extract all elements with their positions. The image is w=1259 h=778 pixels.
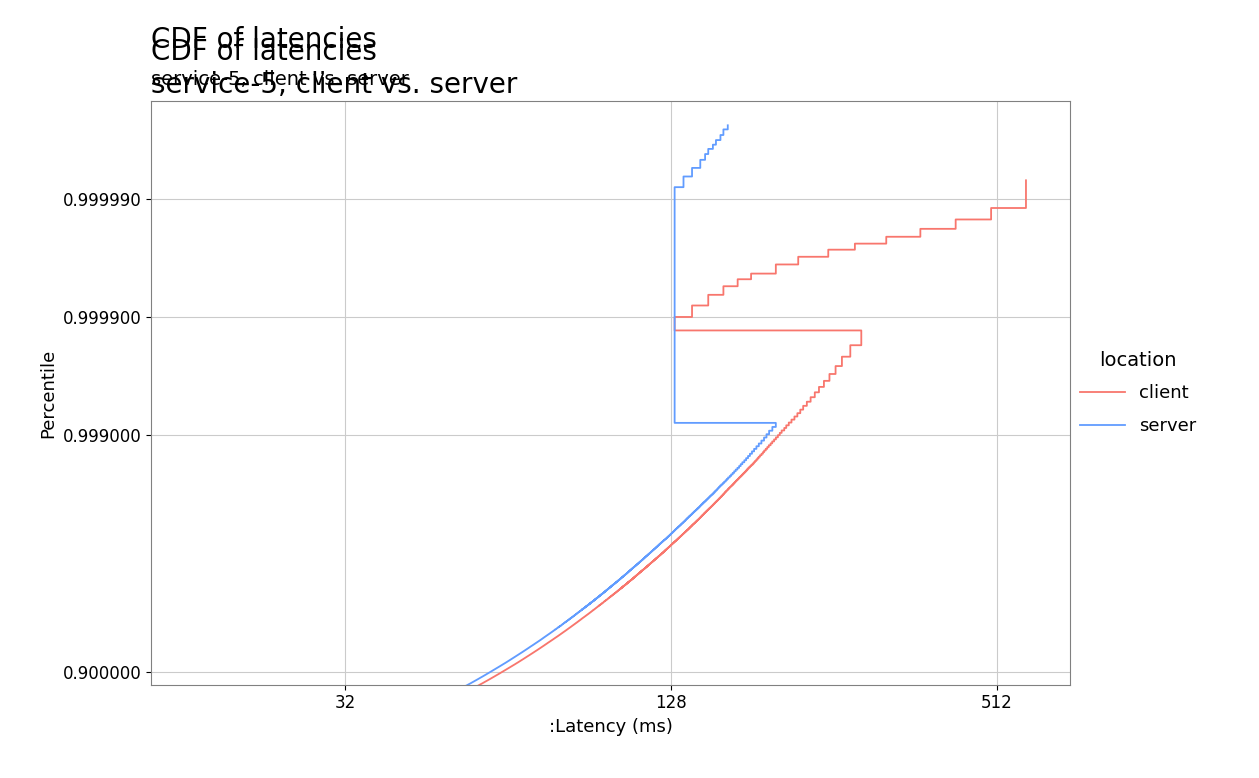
client xyxy=(754,449,769,458)
client xyxy=(1019,176,1034,185)
client xyxy=(471,681,486,690)
server xyxy=(460,681,475,690)
server xyxy=(643,548,658,557)
Legend: client, server: client, server xyxy=(1073,344,1204,442)
server xyxy=(526,640,541,649)
server xyxy=(720,121,735,130)
Text: service-5, client vs. server: service-5, client vs. server xyxy=(151,71,409,89)
client xyxy=(674,531,689,541)
Y-axis label: Percentile: Percentile xyxy=(39,349,57,437)
server xyxy=(590,592,606,601)
Line: client: client xyxy=(478,180,1026,685)
client xyxy=(511,657,526,667)
Text: CDF of latencies
service-5, client vs. server: CDF of latencies service-5, client vs. s… xyxy=(151,38,517,99)
server xyxy=(543,629,558,638)
X-axis label: :Latency (ms): :Latency (ms) xyxy=(549,718,672,736)
server xyxy=(522,642,538,651)
client xyxy=(500,664,515,674)
client xyxy=(564,622,579,632)
Line: server: server xyxy=(467,125,776,685)
server xyxy=(485,666,500,675)
Text: CDF of latencies: CDF of latencies xyxy=(151,26,376,54)
client xyxy=(499,664,514,674)
